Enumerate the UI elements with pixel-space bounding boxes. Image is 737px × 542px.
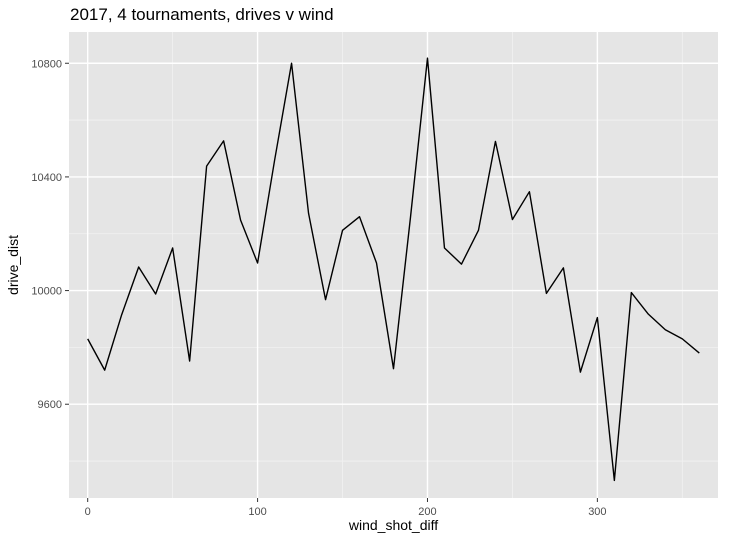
y-tick-label: 9600 xyxy=(38,399,62,411)
y-tick-label: 10400 xyxy=(31,172,62,184)
x-tick-label: 0 xyxy=(85,506,91,518)
y-tick-label: 10000 xyxy=(31,286,62,298)
x-tick-label: 300 xyxy=(588,506,606,518)
major-gridlines xyxy=(69,32,718,498)
y-axis-title: drive_dist xyxy=(5,235,21,295)
plot-panel xyxy=(69,32,718,498)
y-axis-ticks: 9600 10000 10400 10800 xyxy=(31,58,69,411)
y-tick-label: 10800 xyxy=(31,58,62,70)
series-line xyxy=(87,57,700,482)
x-tick-label: 100 xyxy=(248,506,266,518)
x-axis-ticks: 0 100 200 300 xyxy=(85,498,607,518)
x-tick-label: 200 xyxy=(418,506,436,518)
chart-title: 2017, 4 tournaments, drives v wind xyxy=(70,5,334,24)
x-axis-title: wind_shot_diff xyxy=(348,517,438,533)
minor-gridlines xyxy=(69,32,718,498)
